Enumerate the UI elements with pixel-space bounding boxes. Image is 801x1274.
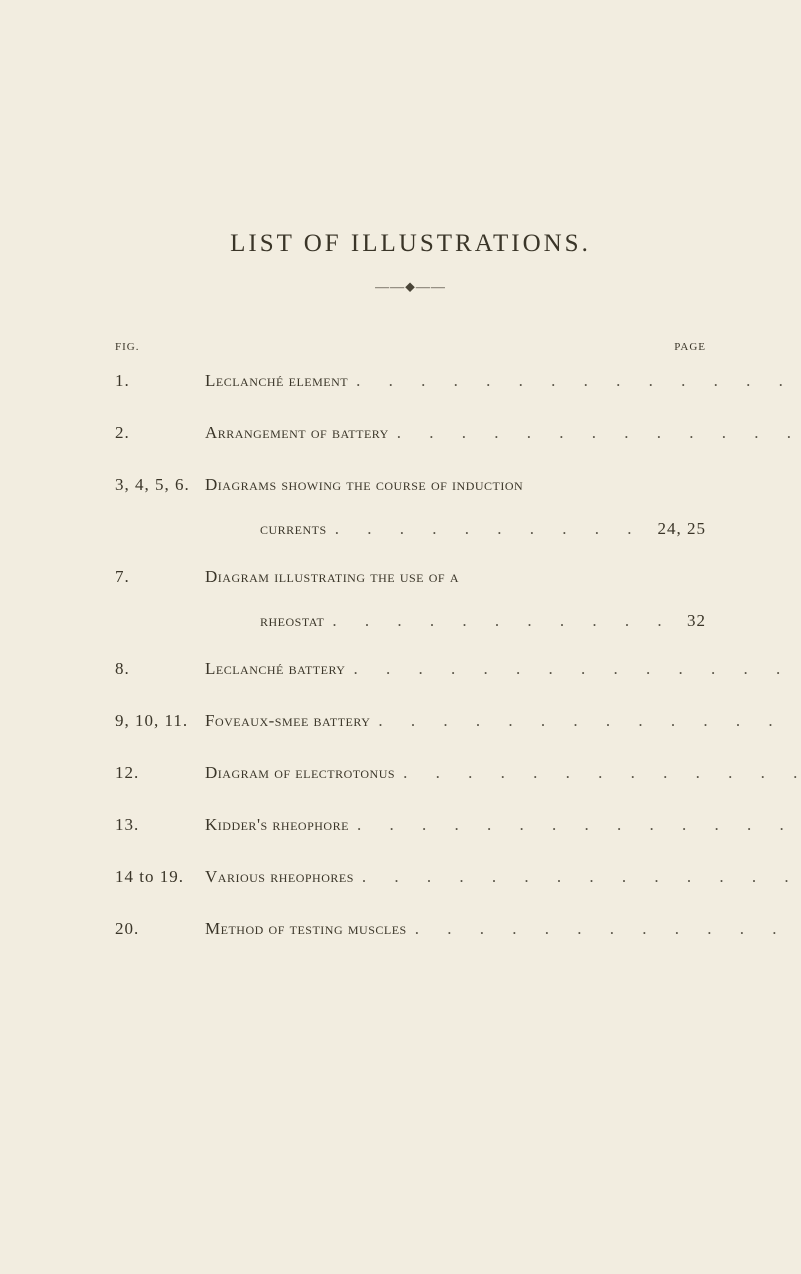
figure-number: 9, 10, 11. — [115, 711, 205, 731]
entry-text: Kidder's rheophore . . . . . . . . . . .… — [205, 815, 801, 835]
figure-number: 14 to 19. — [115, 867, 205, 887]
list-item: 2. Arrangement of battery . . . . . . . … — [115, 423, 706, 447]
list-item: 20. Method of testing muscles . . . . . … — [115, 919, 706, 943]
leader-dots: . . . . . . . . . . . . . . . — [348, 371, 801, 391]
leader-dots: . . . . . . . . . . . . . . . — [389, 423, 801, 443]
entry-label: Diagram of electrotonus — [205, 763, 395, 783]
entry-text: Method of testing muscles . . . . . . . … — [205, 919, 801, 939]
column-headers: FIG. PAGE — [115, 341, 706, 353]
entry-label: rheostat — [260, 611, 324, 631]
leader-dots: . . . . . . . . . . . . . . . — [327, 519, 648, 539]
entry-text: Diagrams showing the course of induction — [205, 475, 696, 495]
list-item: 9, 10, 11. Foveaux-smee battery . . . . … — [115, 711, 706, 735]
page-title: LIST OF ILLUSTRATIONS. — [115, 230, 706, 258]
list-item: 8. Leclanché battery . . . . . . . . . .… — [115, 659, 706, 683]
figure-number: 2. — [115, 423, 205, 443]
entry-text: Arrangement of battery . . . . . . . . .… — [205, 423, 801, 443]
leader-dots: . . . . . . . . . . . . . . . — [324, 611, 677, 631]
continuation-line: rheostat . . . . . . . . . . . . . . . 3… — [205, 611, 706, 631]
page-number: 24, 25 — [648, 519, 707, 539]
continuation-line: currents . . . . . . . . . . . . . . . 2… — [205, 519, 706, 539]
figure-number: 13. — [115, 815, 205, 835]
list-item: 1. Leclanché element . . . . . . . . . .… — [115, 371, 706, 395]
list-item: 7. Diagram illustrating the use of a — [115, 567, 706, 591]
ornament-divider: ——⬥—— — [115, 280, 706, 296]
figure-number: 8. — [115, 659, 205, 679]
entry-label: Leclanché element — [205, 371, 348, 391]
leader-dots: . . . . . . . . . . . . . . . — [395, 763, 801, 783]
leader-dots: . . . . . . . . . . . . . . . — [354, 867, 801, 887]
entry-text: Leclanché battery . . . . . . . . . . . … — [205, 659, 801, 679]
leader-dots: . . . . . . . . . . . . . . . — [345, 659, 801, 679]
entry-label: Method of testing muscles — [205, 919, 407, 939]
entry-label: Diagram illustrating the use of a — [205, 567, 459, 587]
entry-label: Diagrams showing the course of induction — [205, 475, 523, 495]
page-container: LIST OF ILLUSTRATIONS. ——⬥—— FIG. PAGE 1… — [0, 0, 801, 1274]
figure-number: 3, 4, 5, 6. — [115, 475, 205, 495]
entry-text: Diagram illustrating the use of a — [205, 567, 696, 587]
header-fig: FIG. — [115, 341, 139, 353]
entry-label: Various rheophores — [205, 867, 354, 887]
figure-number: 12. — [115, 763, 205, 783]
entry-label: currents — [260, 519, 327, 539]
figure-number: 1. — [115, 371, 205, 391]
entry-label: Arrangement of battery — [205, 423, 389, 443]
figure-number: 20. — [115, 919, 205, 939]
entry-text: Foveaux-smee battery . . . . . . . . . .… — [205, 711, 801, 731]
list-item: 3, 4, 5, 6. Diagrams showing the course … — [115, 475, 706, 499]
entry-label: Foveaux-smee battery — [205, 711, 370, 731]
list-item: 13. Kidder's rheophore . . . . . . . . .… — [115, 815, 706, 839]
leader-dots: . . . . . . . . . . . . . . . — [370, 711, 801, 731]
list-item: 14 to 19. Various rheophores . . . . . .… — [115, 867, 706, 891]
header-page: PAGE — [674, 341, 706, 353]
figure-number: 7. — [115, 567, 205, 587]
leader-dots: . . . . . . . . . . . . . . . — [407, 919, 801, 939]
entry-label: Leclanché battery — [205, 659, 345, 679]
page-number: 32 — [677, 611, 706, 631]
entry-text: Leclanché element . . . . . . . . . . . … — [205, 371, 801, 391]
entry-label: Kidder's rheophore — [205, 815, 349, 835]
entry-text: Diagram of electrotonus . . . . . . . . … — [205, 763, 801, 783]
list-item: 12. Diagram of electrotonus . . . . . . … — [115, 763, 706, 787]
entry-text: Various rheophores . . . . . . . . . . .… — [205, 867, 801, 887]
leader-dots: . . . . . . . . . . . . . . . — [349, 815, 801, 835]
